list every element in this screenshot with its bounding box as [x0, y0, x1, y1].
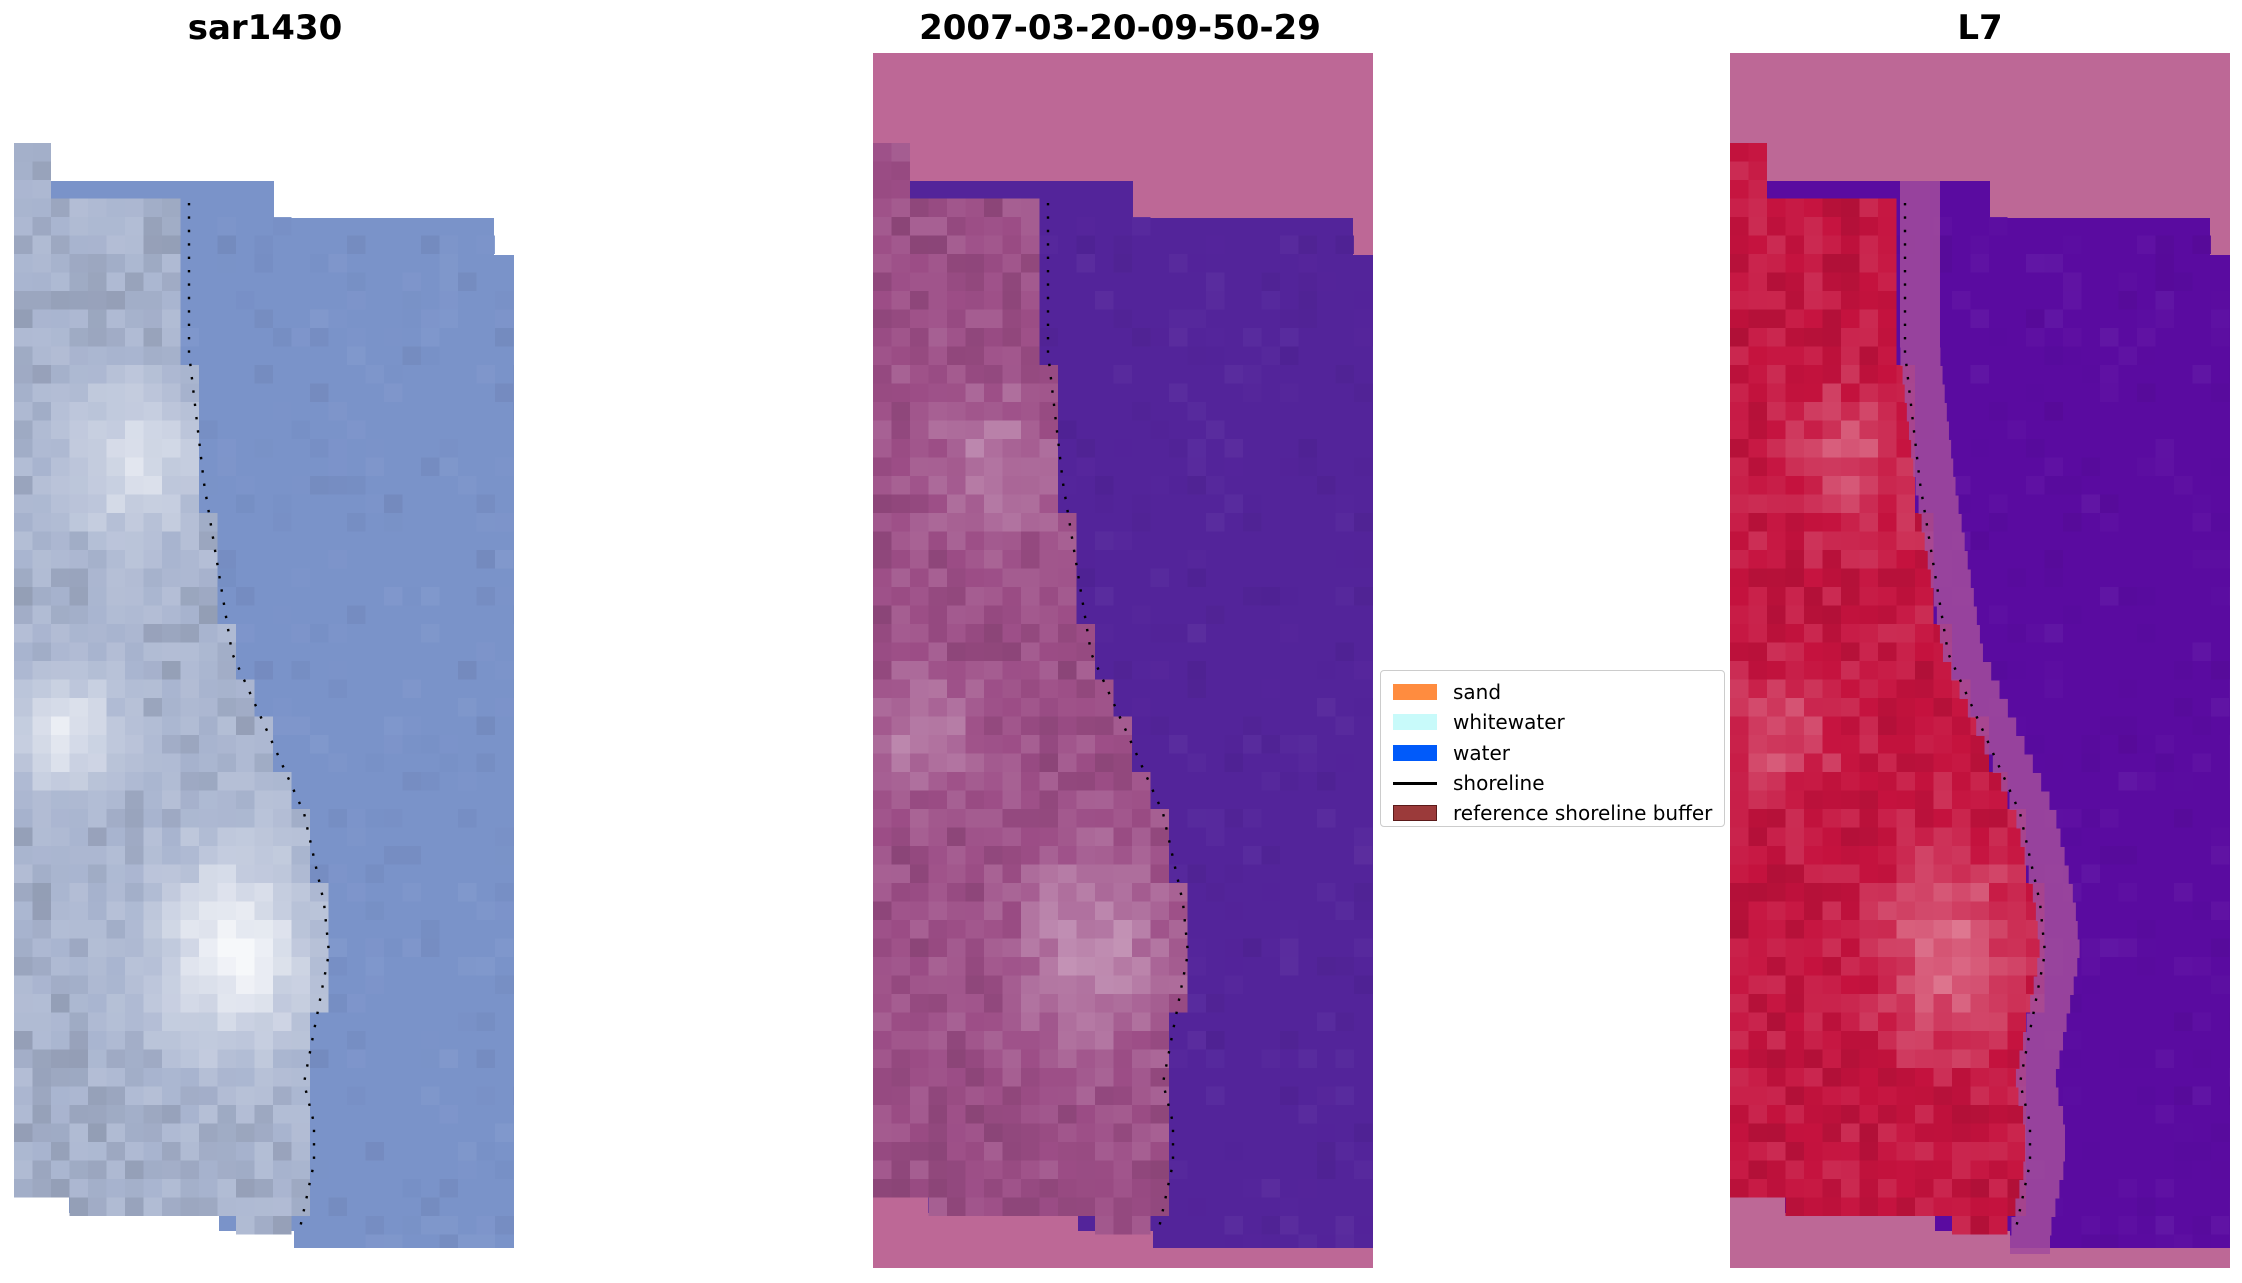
- shoreline-dots: [187, 203, 331, 1234]
- shoreline-line-swatch: [1393, 781, 1437, 785]
- panel-title-classified: 2007-03-20-09-50-29: [919, 8, 1321, 48]
- legend-label: shoreline: [1453, 771, 1545, 796]
- shoreline-dots: [1046, 203, 1190, 1234]
- rgb-image-panel: [14, 143, 514, 1248]
- reference-buffer-swatch: [1393, 805, 1437, 822]
- legend-label: water: [1453, 740, 1510, 765]
- legend-item-water: water: [1387, 738, 1718, 768]
- legend-label: whitewater: [1453, 710, 1565, 735]
- classified-image-panel: [873, 53, 1373, 1268]
- legend: sand whitewater water shoreline referenc…: [1380, 670, 1725, 827]
- legend-item-sand: sand: [1387, 677, 1718, 707]
- classified-pixel-texture: [873, 143, 1373, 1248]
- legend-label: sand: [1453, 680, 1502, 705]
- legend-item-whitewater: whitewater: [1387, 707, 1718, 737]
- whitewater-swatch: [1393, 714, 1437, 731]
- index-pixel-texture: [1730, 143, 2230, 1254]
- panel-title-index: L7: [1957, 8, 2003, 48]
- legend-label: reference shoreline buffer: [1453, 801, 1713, 826]
- water-swatch: [1393, 744, 1437, 761]
- legend-item-shoreline: shoreline: [1387, 768, 1718, 798]
- index-image-panel: [1730, 53, 2230, 1268]
- panel-title-rgb: sar1430: [187, 8, 343, 48]
- sand-swatch: [1393, 684, 1437, 701]
- shoreline-dots: [1903, 203, 2047, 1234]
- legend-item-reference-buffer: reference shoreline buffer: [1387, 798, 1718, 828]
- rgb-pixel-texture: [14, 143, 514, 1248]
